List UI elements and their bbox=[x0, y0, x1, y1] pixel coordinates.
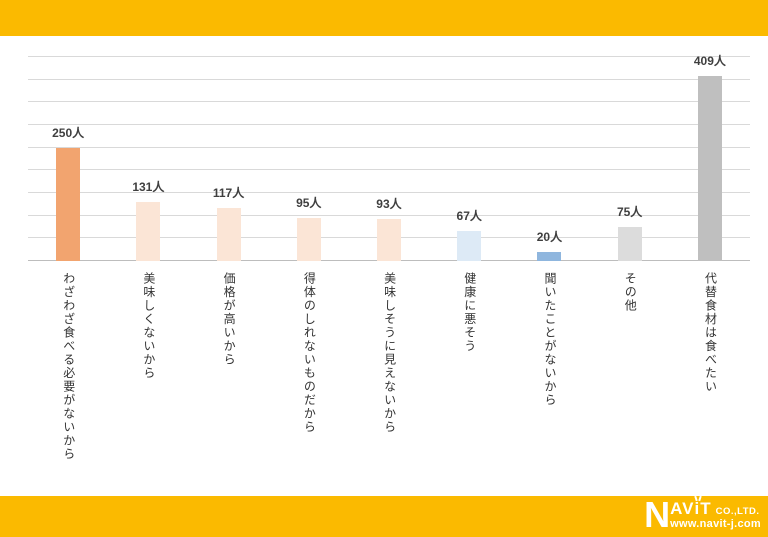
value-label-8: 75人 bbox=[616, 205, 643, 219]
bar-9 bbox=[697, 75, 722, 261]
category-label-4: 得体のしれないものだから bbox=[302, 272, 317, 434]
gridline-400 bbox=[28, 78, 750, 80]
category-slot-3: 価格が高いから bbox=[188, 272, 268, 487]
category-label-5: 美味しそうに見えないから bbox=[382, 272, 397, 434]
category-slot-4: 得体のしれないものだから bbox=[269, 272, 349, 487]
logo-co-ltd: CO.,LTD. bbox=[715, 506, 760, 517]
value-label-5: 93人 bbox=[376, 196, 402, 211]
logo-name-row: AV i T CO.,LTD. bbox=[670, 499, 761, 518]
bar-slot-3: 117人 bbox=[188, 57, 268, 261]
category-axis: わざわざ食べる必要がないから 美味しくないから 価格が高いから 得体のしれないものだか… bbox=[28, 272, 750, 487]
category-label-8: その他 bbox=[623, 272, 638, 313]
logo-website-url: www.navit-j.com bbox=[670, 518, 761, 530]
logo-text-t: T bbox=[700, 499, 712, 518]
bar-1 bbox=[56, 147, 81, 261]
category-label-3: 価格が高いから bbox=[222, 272, 237, 367]
category-label-2: 美味しくないから bbox=[141, 272, 156, 380]
value-label-3: 117人 bbox=[212, 185, 245, 200]
category-label-6: 健康に悪そう bbox=[462, 272, 477, 353]
value-label-4: 95人 bbox=[296, 195, 322, 210]
top-yellow-band bbox=[0, 0, 768, 36]
logo-rabbit-ears-i-icon: i bbox=[694, 499, 701, 518]
bar-6 bbox=[457, 230, 482, 261]
bar-slot-2: 131人 bbox=[108, 57, 188, 261]
gridline-450 bbox=[28, 56, 750, 57]
gridline-200 bbox=[28, 169, 750, 171]
logo-letter-n: N bbox=[644, 494, 670, 535]
bar-8 bbox=[617, 227, 642, 261]
category-slot-8: その他 bbox=[590, 272, 670, 487]
value-label-2: 131人 bbox=[132, 179, 165, 194]
logo-right-block: AV i T CO.,LTD. www.navit-j.com bbox=[670, 499, 761, 530]
category-label-9: 代替食材は食べたい bbox=[703, 272, 718, 394]
bar-slot-8: 75人 bbox=[590, 57, 670, 261]
bar-slot-7: 20人 bbox=[509, 57, 589, 261]
category-slot-2: 美味しくないから bbox=[108, 272, 188, 487]
bar-2 bbox=[136, 201, 161, 261]
bottom-yellow-band: N AV i T CO.,LTD. www.navit-j.com bbox=[0, 496, 768, 537]
gridline-250 bbox=[28, 146, 750, 148]
category-slot-1: わざわざ食べる必要がないから bbox=[28, 272, 108, 487]
bar-slot-5: 93人 bbox=[349, 57, 429, 261]
gridline-300 bbox=[28, 124, 750, 125]
value-label-6: 67人 bbox=[456, 208, 482, 223]
bars-container: 250人 131人 117人 95人 93人 67人 20人 75人 409人 bbox=[28, 54, 750, 261]
category-label-1: わざわざ食べる必要がないから bbox=[61, 272, 76, 461]
category-slot-7: 聞いたことがないから bbox=[509, 272, 589, 487]
gridline-150 bbox=[28, 192, 750, 193]
bar-7 bbox=[537, 251, 562, 261]
bar-slot-6: 67人 bbox=[429, 57, 509, 261]
bar-5 bbox=[376, 218, 401, 261]
logo-text-av: AV bbox=[670, 499, 695, 518]
bar-4 bbox=[296, 217, 321, 261]
value-label-1: 250人 bbox=[52, 125, 85, 140]
bar-slot-1: 250人 bbox=[28, 57, 108, 261]
value-label-7: 20人 bbox=[536, 229, 563, 244]
gridline-350 bbox=[28, 101, 750, 103]
category-slot-5: 美味しそうに見えないから bbox=[349, 272, 429, 487]
value-label-9: 409人 bbox=[693, 53, 726, 68]
bar-chart: 250人 131人 117人 95人 93人 67人 20人 75人 409人 bbox=[28, 54, 750, 261]
bar-slot-9: 409人 bbox=[670, 54, 750, 261]
category-slot-6: 健康に悪そう bbox=[429, 272, 509, 487]
navit-logo: N AV i T CO.,LTD. www.navit-j.com bbox=[644, 494, 761, 535]
category-slot-9: 代替食材は食べたい bbox=[670, 272, 750, 487]
gridline-100 bbox=[28, 214, 750, 216]
bar-3 bbox=[216, 207, 241, 261]
category-label-7: 聞いたことがないから bbox=[543, 272, 558, 407]
bar-slot-4: 95人 bbox=[269, 57, 349, 261]
